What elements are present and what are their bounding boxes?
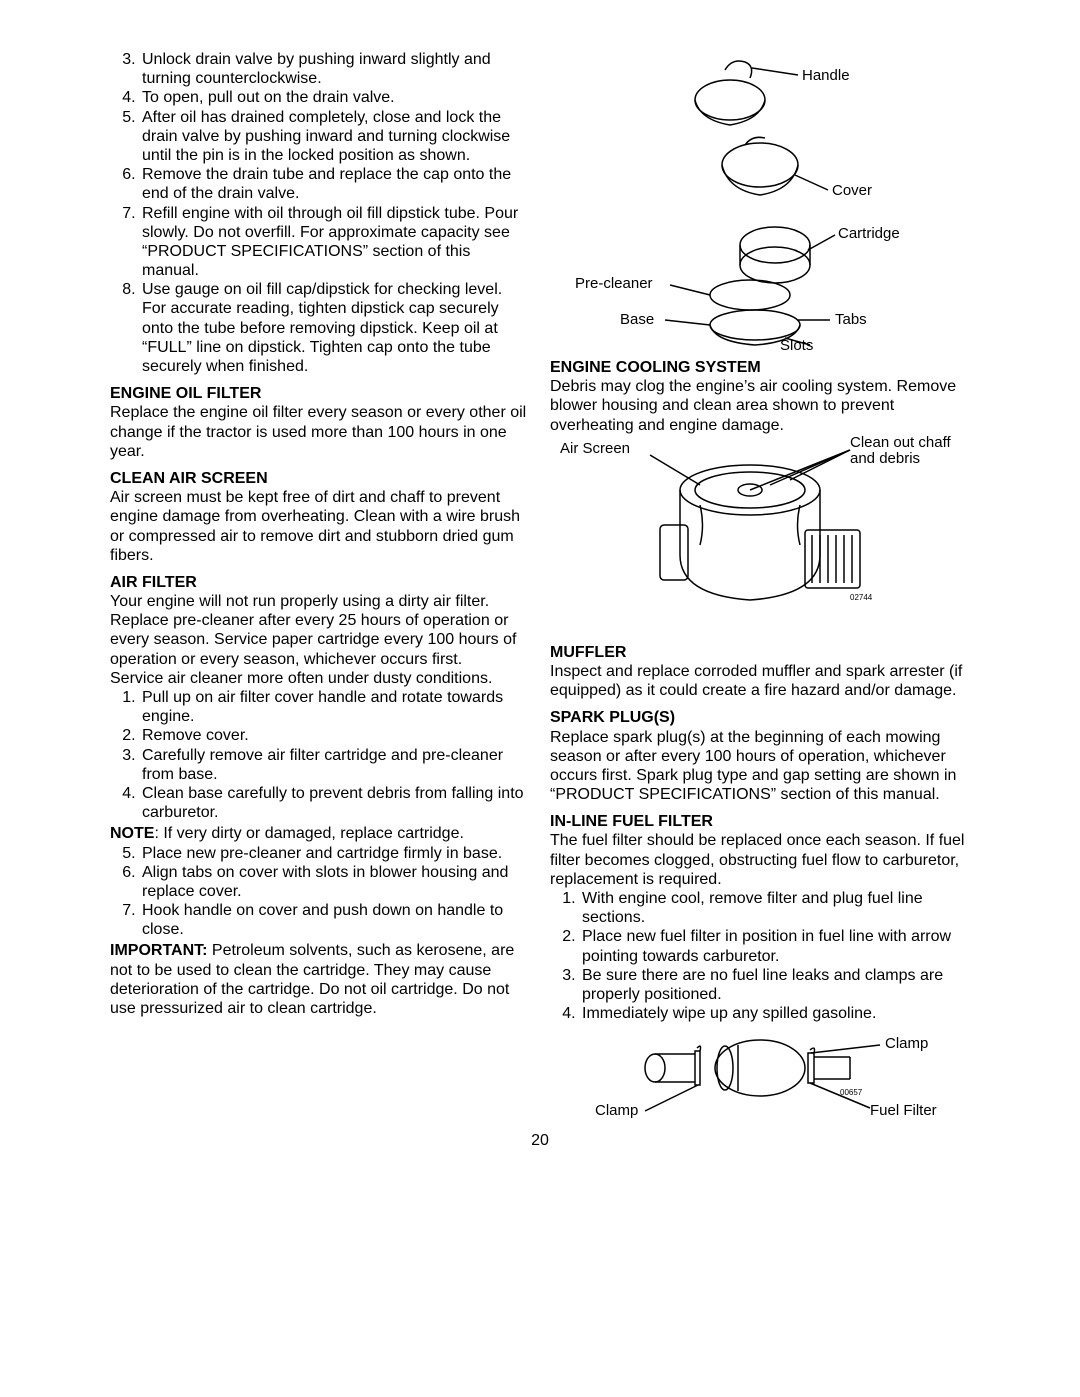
air-filter-diagram: Handle Cover Cartridge Pre-cleaner Base … <box>550 50 970 350</box>
label-cartridge: Cartridge <box>838 225 900 242</box>
text-muffler: Inspect and replace corroded muffler and… <box>550 662 970 700</box>
list-item: Use gauge on oil fill cap/dipstick for c… <box>140 280 530 376</box>
drain-valve-steps: Unlock drain valve by pushing inward sli… <box>110 50 530 376</box>
diagram-id: 00657 <box>840 1088 863 1097</box>
air-filter-note: NOTE: If very dirty or damaged, replace … <box>110 824 530 843</box>
heading-spark-plugs: SPARK PLUG(S) <box>550 708 970 727</box>
label-cover: Cover <box>832 182 872 199</box>
list-item: Remove the drain tube and replace the ca… <box>140 165 530 203</box>
heading-inline-fuel-filter: IN-LINE FUEL FILTER <box>550 812 970 831</box>
list-item: Remove cover. <box>140 726 530 745</box>
text-air-filter-2: Service air cleaner more often under dus… <box>110 669 530 688</box>
air-filter-steps-b: Place new pre-cleaner and cartridge firm… <box>110 844 530 940</box>
note-text: : If very dirty or damaged, replace cart… <box>154 825 463 842</box>
list-item: Align tabs on cover with slots in blower… <box>140 863 530 901</box>
label-air-screen: Air Screen <box>560 440 630 457</box>
important-label: IMPORTANT: <box>110 942 207 959</box>
list-item: Clean base carefully to prevent debris f… <box>140 784 530 822</box>
label-clean-out: Clean out chaffand debris <box>850 435 951 467</box>
list-item: Be sure there are no fuel line leaks and… <box>580 966 970 1004</box>
list-item: Immediately wipe up any spilled gasoline… <box>580 1004 970 1023</box>
note-label: NOTE <box>110 825 154 842</box>
label-fuel-filter: Fuel Filter <box>870 1102 937 1119</box>
page-columns: Unlock drain valve by pushing inward sli… <box>110 50 970 1123</box>
fuel-filter-diagram: Clamp Clamp Fuel Filter 00657 <box>550 1023 970 1123</box>
list-item: Refill engine with oil through oil fill … <box>140 204 530 281</box>
heading-air-filter: AIR FILTER <box>110 573 530 592</box>
list-item: Place new fuel filter in position in fue… <box>580 927 970 965</box>
label-precleaner: Pre-cleaner <box>575 275 653 292</box>
inline-fuel-filter-steps: With engine cool, remove filter and plug… <box>550 889 970 1023</box>
label-base: Base <box>620 311 654 328</box>
text-engine-oil-filter: Replace the engine oil filter every seas… <box>110 403 530 461</box>
text-air-filter-1: Your engine will not run properly using … <box>110 592 530 669</box>
label-tabs: Tabs <box>835 311 867 328</box>
text-inline-fuel-filter: The fuel filter should be replaced once … <box>550 831 970 889</box>
heading-muffler: MUFFLER <box>550 643 970 662</box>
engine-cooling-diagram: Air Screen Clean out chaffand debris 027… <box>550 435 970 635</box>
air-filter-steps-a: Pull up on air filter cover handle and r… <box>110 688 530 822</box>
left-column: Unlock drain valve by pushing inward sli… <box>110 50 530 1123</box>
list-item: Hook handle on cover and push down on ha… <box>140 901 530 939</box>
diagram-id: 02744 <box>850 593 873 602</box>
air-filter-important: IMPORTANT: Petroleum solvents, such as k… <box>110 941 530 1018</box>
list-item: Place new pre-cleaner and cartridge firm… <box>140 844 530 863</box>
list-item: Unlock drain valve by pushing inward sli… <box>140 50 530 88</box>
list-item: With engine cool, remove filter and plug… <box>580 889 970 927</box>
label-slots: Slots <box>780 337 813 350</box>
heading-engine-cooling: ENGINE COOLING SYSTEM <box>550 358 970 377</box>
heading-clean-air-screen: CLEAN AIR SCREEN <box>110 469 530 488</box>
list-item: To open, pull out on the drain valve. <box>140 88 530 107</box>
page-number: 20 <box>110 1131 970 1150</box>
list-item: Carefully remove air filter cartridge an… <box>140 746 530 784</box>
heading-engine-oil-filter: ENGINE OIL FILTER <box>110 384 530 403</box>
list-item: Pull up on air filter cover handle and r… <box>140 688 530 726</box>
label-handle: Handle <box>802 67 850 84</box>
label-clamp-right: Clamp <box>885 1035 928 1052</box>
label-clamp-left: Clamp <box>595 1102 638 1119</box>
list-item: After oil has drained completely, close … <box>140 108 530 166</box>
text-spark-plugs: Replace spark plug(s) at the beginning o… <box>550 728 970 805</box>
text-clean-air-screen: Air screen must be kept free of dirt and… <box>110 488 530 565</box>
text-engine-cooling: Debris may clog the engine’s air cooling… <box>550 377 970 435</box>
right-column: Handle Cover Cartridge Pre-cleaner Base … <box>550 50 970 1123</box>
